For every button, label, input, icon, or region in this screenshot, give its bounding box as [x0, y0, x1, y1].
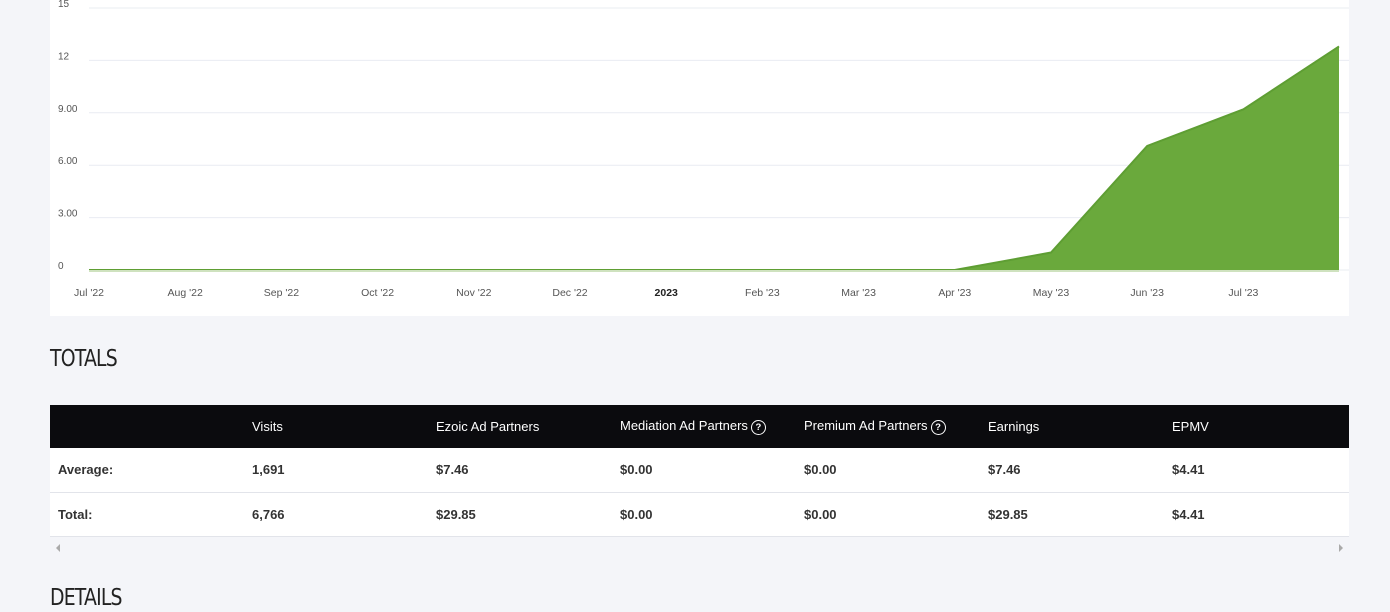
x-tick-label: Dec '22: [552, 287, 587, 299]
table-row-average: Average: 1,691 $7.46 $0.00 $0.00 $7.46 $…: [50, 448, 1349, 492]
details-heading: DETAILS: [50, 585, 123, 611]
cell-ezoic-ad-partners: $29.85: [436, 506, 476, 522]
x-tick-label: 2023: [655, 287, 679, 299]
cell-mediation-ad-partners: $0.00: [620, 506, 653, 522]
help-icon[interactable]: ?: [930, 419, 946, 435]
header-premium-label: Premium Ad Partners: [804, 418, 928, 434]
cell-visits: 1,691: [252, 462, 285, 478]
y-tick-label: 9.00: [58, 104, 78, 115]
earnings-area-chart: 0 3.00 6.00 9.00 12 15 Jul '22 Aug '22 Sep '22 Oc…: [58, 0, 1349, 299]
x-tick-label: Nov '22: [456, 287, 491, 299]
x-tick-label: Apr '23: [938, 287, 971, 299]
scroll-left-icon[interactable]: [56, 544, 60, 552]
x-tick-label: Jul '23: [1228, 287, 1258, 299]
x-tick-label: Jul '22: [74, 287, 104, 299]
header-mediation-ad-partners[interactable]: Mediation Ad Partners?: [620, 405, 804, 448]
totals-header-row: Visits Ezoic Ad Partners Mediation Ad Pa…: [50, 405, 1349, 448]
x-tick-label: Sep '22: [264, 287, 299, 299]
cell-earnings: $7.46: [988, 462, 1021, 478]
help-icon[interactable]: ?: [750, 419, 766, 435]
cell-ezoic-ad-partners: $7.46: [436, 462, 469, 478]
cell-epmv: $4.41: [1172, 506, 1205, 522]
y-tick-label: 3.00: [58, 209, 78, 220]
cell-premium-ad-partners: $0.00: [804, 462, 837, 478]
cell-epmv: $4.41: [1172, 462, 1205, 478]
y-tick-label: 6.00: [58, 156, 78, 167]
x-tick-label: May '23: [1033, 287, 1070, 299]
header-epmv[interactable]: EPMV: [1172, 419, 1209, 434]
x-tick-label: Mar '23: [841, 287, 876, 299]
x-tick-label: Jun '23: [1130, 287, 1164, 299]
horizontal-scrollbar[interactable]: [50, 538, 1349, 558]
totals-table: Visits Ezoic Ad Partners Mediation Ad Pa…: [50, 405, 1349, 537]
header-visits[interactable]: Visits: [252, 419, 283, 434]
y-tick-label: 15: [58, 0, 70, 10]
row-label: Total:: [58, 506, 93, 522]
earnings-chart-card: 0 3.00 6.00 9.00 12 15 Jul '22 Aug '22 Sep '22 Oc…: [50, 0, 1349, 316]
totals-heading: TOTALS: [50, 346, 118, 372]
x-tick-label: Aug '22: [168, 287, 203, 299]
cell-mediation-ad-partners: $0.00: [620, 462, 653, 478]
row-label: Average:: [58, 462, 114, 478]
x-tick-label: Feb '23: [745, 287, 780, 299]
x-tick-label: Oct '22: [361, 287, 394, 299]
y-tick-label: 12: [58, 51, 70, 62]
scroll-right-icon[interactable]: [1339, 544, 1343, 552]
header-label-col: [50, 405, 252, 448]
cell-visits: 6,766: [252, 506, 285, 522]
header-ezoic-ad-partners[interactable]: Ezoic Ad Partners: [436, 419, 540, 434]
y-tick-label: 0: [58, 261, 64, 272]
table-row-total: Total: 6,766 $29.85 $0.00 $0.00 $29.85 $…: [50, 492, 1349, 536]
cell-premium-ad-partners: $0.00: [804, 506, 837, 522]
header-mediation-label: Mediation Ad Partners: [620, 418, 748, 434]
totals-table-wrapper: Visits Ezoic Ad Partners Mediation Ad Pa…: [50, 405, 1349, 537]
header-premium-ad-partners[interactable]: Premium Ad Partners?: [804, 405, 988, 448]
series-area: [89, 46, 1339, 270]
cell-earnings: $29.85: [988, 506, 1028, 522]
header-earnings[interactable]: Earnings: [988, 419, 1040, 434]
